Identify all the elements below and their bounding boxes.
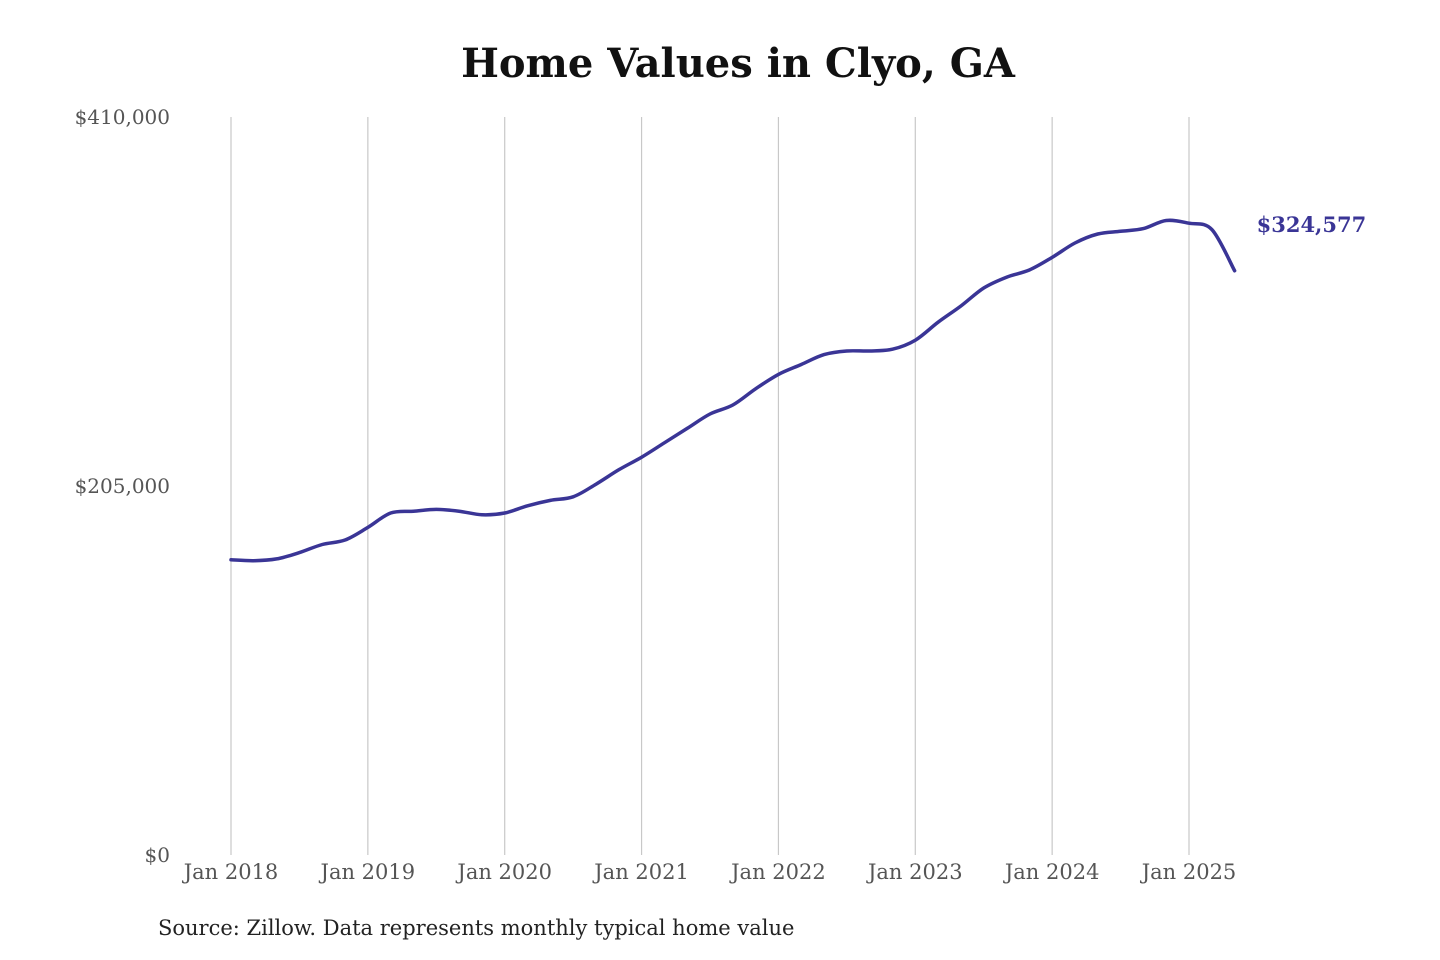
x-tick-label: Jan 2020: [455, 860, 552, 884]
y-tick-label: $0: [145, 843, 170, 867]
x-tick-label: Jan 2018: [182, 860, 279, 884]
end-value-label: $324,577: [1257, 212, 1367, 237]
y-tick-label: $410,000: [75, 105, 170, 129]
x-tick-label: Jan 2021: [592, 860, 689, 884]
x-tick-label: Jan 2022: [729, 860, 826, 884]
series-line-home-value: [229, 218, 1237, 563]
x-tick-label: Jan 2019: [319, 860, 416, 884]
y-tick-label: $205,000: [75, 474, 170, 498]
x-tick-label: Jan 2025: [1140, 860, 1237, 884]
y-axis-ticks: $0 $205,000 $410,000: [75, 105, 170, 867]
x-tick-label: Jan 2024: [1003, 860, 1100, 884]
x-axis-ticks: Jan 2018 Jan 2019 Jan 2020 Jan 2021 Jan 2022…: [182, 860, 1237, 884]
chart-source-note: Source: Zillow. Data represents monthly …: [158, 916, 795, 940]
gridlines: [230, 117, 1190, 855]
chart-title: Home Values in Clyo, GA: [461, 40, 1015, 87]
x-tick-label: Jan 2023: [866, 860, 963, 884]
